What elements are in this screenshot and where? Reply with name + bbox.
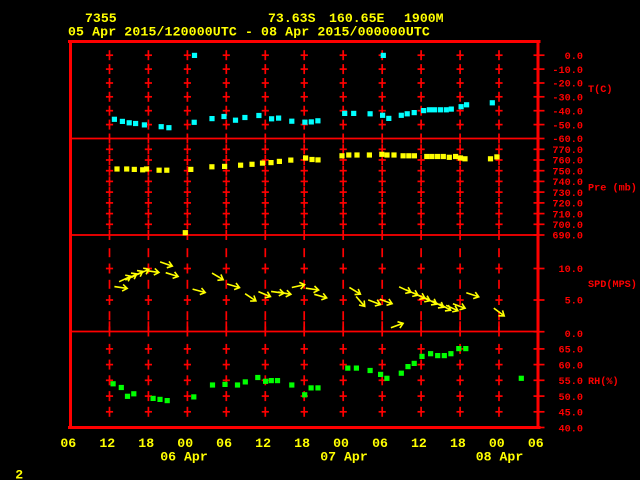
svg-text:-20.0: -20.0 (552, 80, 583, 91)
svg-text:50.0: 50.0 (559, 393, 583, 404)
svg-text:720.0: 720.0 (552, 200, 583, 211)
svg-text:06: 06 (372, 436, 388, 451)
svg-text:06: 06 (528, 436, 544, 451)
svg-text:65.0: 65.0 (559, 346, 583, 357)
svg-text:45.0: 45.0 (559, 409, 583, 420)
svg-text:06: 06 (216, 436, 232, 451)
svg-text:00: 00 (177, 436, 193, 451)
svg-text:40.0: 40.0 (559, 424, 583, 435)
svg-text:12: 12 (255, 436, 271, 451)
svg-text:07 Apr: 07 Apr (320, 449, 367, 464)
svg-text:2: 2 (15, 468, 23, 480)
svg-text:SPD(MPS): SPD(MPS) (588, 279, 637, 291)
svg-text:710.0: 710.0 (552, 210, 583, 221)
svg-text:60.0: 60.0 (559, 361, 583, 372)
svg-text:18: 18 (294, 436, 310, 451)
svg-text:740.0: 740.0 (552, 178, 583, 189)
svg-text:-30.0: -30.0 (552, 94, 583, 105)
svg-text:160.65E: 160.65E (329, 11, 384, 26)
svg-text:18: 18 (138, 436, 154, 451)
svg-text:5.0: 5.0 (565, 297, 583, 308)
svg-text:750.0: 750.0 (552, 167, 583, 178)
svg-text:55.0: 55.0 (559, 377, 583, 388)
svg-text:770.0: 770.0 (552, 146, 583, 157)
svg-text:12: 12 (99, 436, 115, 451)
svg-text:08 Apr: 08 Apr (476, 449, 523, 464)
svg-text:730.0: 730.0 (552, 189, 583, 200)
svg-text:T(C): T(C) (588, 84, 612, 96)
svg-text:690.0: 690.0 (552, 232, 583, 243)
svg-text:RH(%): RH(%) (588, 376, 619, 388)
svg-text:-60.0: -60.0 (552, 135, 583, 146)
svg-text:-10.0: -10.0 (552, 66, 583, 77)
svg-text:-40.0: -40.0 (552, 107, 583, 118)
svg-text:Pre (mb): Pre (mb) (588, 182, 637, 194)
svg-text:05 Apr 2015/120000UTC - 08 Apr: 05 Apr 2015/120000UTC - 08 Apr 2015/0000… (68, 24, 430, 39)
svg-text:06 Apr: 06 Apr (160, 449, 207, 464)
svg-text:-50.0: -50.0 (552, 121, 583, 132)
svg-text:0.0: 0.0 (565, 330, 583, 341)
svg-text:7355: 7355 (85, 11, 117, 26)
svg-text:1900M: 1900M (404, 11, 444, 26)
svg-text:18: 18 (450, 436, 466, 451)
svg-text:760.0: 760.0 (552, 157, 583, 168)
svg-text:00: 00 (489, 436, 505, 451)
svg-text:10.0: 10.0 (559, 265, 583, 276)
svg-text:0.0: 0.0 (565, 52, 583, 63)
svg-text:06: 06 (60, 436, 76, 451)
svg-text:00: 00 (333, 436, 349, 451)
svg-text:73.63S: 73.63S (268, 11, 316, 26)
svg-text:700.0: 700.0 (552, 221, 583, 232)
svg-text:12: 12 (411, 436, 427, 451)
